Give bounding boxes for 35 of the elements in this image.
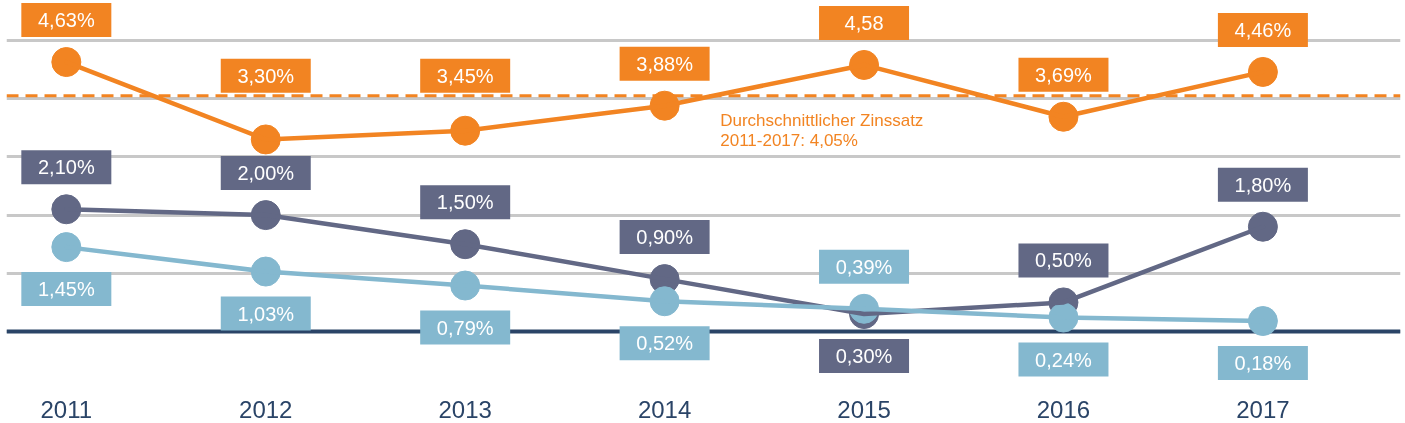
data-label: 4,46% (1234, 18, 1292, 41)
data-label: 3,45% (436, 64, 494, 87)
data-label: 4,58 (844, 11, 884, 34)
x-tick-label: 2013 (438, 395, 492, 423)
data-label: 3,30% (237, 64, 295, 87)
x-tick-label: 2011 (40, 395, 93, 423)
point (51, 232, 82, 263)
data-label: 3,69% (1035, 63, 1093, 86)
data-label: 0,30% (835, 345, 893, 368)
point (51, 47, 82, 78)
data-label: 2,10% (37, 156, 95, 179)
x-tick-label: 2014 (637, 395, 692, 423)
data-label: 0,50% (1035, 249, 1093, 272)
point (51, 194, 82, 225)
point (1247, 56, 1278, 87)
data-label: 1,80% (1234, 173, 1292, 196)
data-label: 1,03% (237, 302, 295, 325)
data-label: 0,39% (835, 255, 893, 278)
data-label: 0,18% (1234, 352, 1292, 375)
data-label: 1,50% (436, 191, 494, 214)
point (1247, 306, 1278, 336)
data-label: 2,00% (237, 162, 295, 185)
data-label: 3,88% (636, 52, 694, 75)
x-tick-label: 2016 (1036, 395, 1091, 423)
data-label: 4,63% (37, 9, 95, 32)
data-label: 0,90% (636, 226, 694, 249)
x-tick-label: 2015 (837, 395, 891, 423)
data-label: 0,79% (436, 316, 494, 339)
x-tick-label: 2012 (239, 395, 293, 423)
data-label: 0,52% (636, 332, 694, 355)
ref-line-label: Durchschnittlicher Zinssatz 2011-2017: 4,05% (720, 110, 924, 150)
point (1247, 211, 1278, 242)
data-label: 0,24% (1035, 348, 1093, 371)
x-tick-label: 2017 (1236, 395, 1290, 423)
data-label: 1,45% (37, 278, 95, 301)
